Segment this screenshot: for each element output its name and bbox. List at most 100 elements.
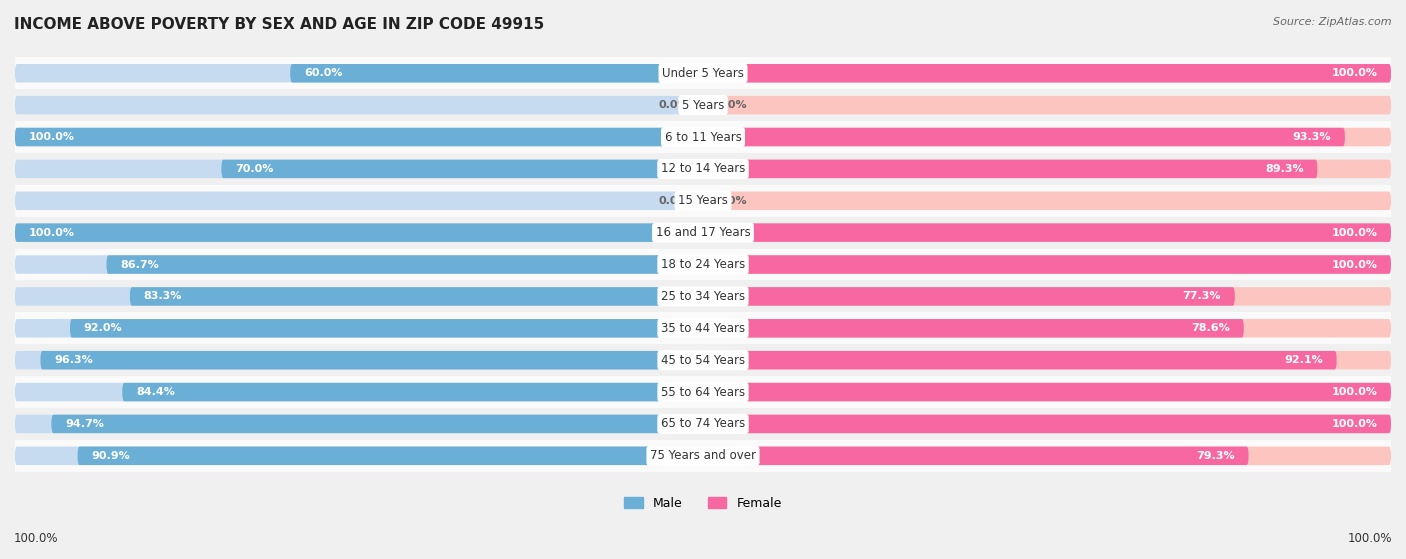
Legend: Male, Female: Male, Female <box>619 492 787 515</box>
Text: 78.6%: 78.6% <box>1191 323 1230 333</box>
Bar <box>15 376 1391 408</box>
Bar <box>15 89 1391 121</box>
FancyBboxPatch shape <box>15 351 703 369</box>
Text: 86.7%: 86.7% <box>121 259 159 269</box>
FancyBboxPatch shape <box>703 351 1391 369</box>
Text: Under 5 Years: Under 5 Years <box>662 67 744 80</box>
FancyBboxPatch shape <box>15 383 703 401</box>
FancyBboxPatch shape <box>703 192 1391 210</box>
Text: 35 to 44 Years: 35 to 44 Years <box>661 322 745 335</box>
FancyBboxPatch shape <box>15 64 703 83</box>
Bar <box>15 185 1391 217</box>
Bar <box>15 312 1391 344</box>
FancyBboxPatch shape <box>703 64 1391 83</box>
FancyBboxPatch shape <box>77 447 703 465</box>
Text: 92.0%: 92.0% <box>84 323 122 333</box>
Text: 100.0%: 100.0% <box>1331 387 1378 397</box>
FancyBboxPatch shape <box>122 383 703 401</box>
FancyBboxPatch shape <box>703 96 1391 115</box>
Text: 79.3%: 79.3% <box>1197 451 1234 461</box>
FancyBboxPatch shape <box>703 383 1391 401</box>
Text: 92.1%: 92.1% <box>1284 355 1323 365</box>
FancyBboxPatch shape <box>15 255 703 274</box>
FancyBboxPatch shape <box>703 319 1244 338</box>
FancyBboxPatch shape <box>15 287 703 306</box>
Text: 100.0%: 100.0% <box>14 532 59 545</box>
Text: 70.0%: 70.0% <box>235 164 274 174</box>
Bar <box>15 408 1391 440</box>
FancyBboxPatch shape <box>221 160 703 178</box>
Bar <box>15 58 1391 89</box>
Bar <box>15 153 1391 185</box>
Text: 100.0%: 100.0% <box>1331 259 1378 269</box>
Text: 0.0%: 0.0% <box>717 196 748 206</box>
FancyBboxPatch shape <box>52 415 703 433</box>
FancyBboxPatch shape <box>129 287 703 306</box>
FancyBboxPatch shape <box>703 160 1317 178</box>
Bar <box>15 344 1391 376</box>
Text: 83.3%: 83.3% <box>143 291 181 301</box>
Text: 0.0%: 0.0% <box>717 100 748 110</box>
Text: 5 Years: 5 Years <box>682 98 724 112</box>
Text: 16 and 17 Years: 16 and 17 Years <box>655 226 751 239</box>
Bar <box>15 281 1391 312</box>
Text: 6 to 11 Years: 6 to 11 Years <box>665 130 741 144</box>
FancyBboxPatch shape <box>107 255 703 274</box>
Text: 75 Years and over: 75 Years and over <box>650 449 756 462</box>
Text: 100.0%: 100.0% <box>28 132 75 142</box>
FancyBboxPatch shape <box>15 447 703 465</box>
FancyBboxPatch shape <box>703 383 1391 401</box>
Text: 25 to 34 Years: 25 to 34 Years <box>661 290 745 303</box>
Text: 18 to 24 Years: 18 to 24 Years <box>661 258 745 271</box>
Text: 15 Years: 15 Years <box>678 195 728 207</box>
Bar <box>15 249 1391 281</box>
Text: 89.3%: 89.3% <box>1265 164 1303 174</box>
FancyBboxPatch shape <box>15 224 703 242</box>
Bar <box>15 440 1391 472</box>
FancyBboxPatch shape <box>41 351 703 369</box>
FancyBboxPatch shape <box>70 319 703 338</box>
Text: 100.0%: 100.0% <box>1347 532 1392 545</box>
FancyBboxPatch shape <box>15 128 703 146</box>
FancyBboxPatch shape <box>15 160 703 178</box>
FancyBboxPatch shape <box>15 192 703 210</box>
Text: 100.0%: 100.0% <box>1331 68 1378 78</box>
FancyBboxPatch shape <box>703 224 1391 242</box>
Text: Source: ZipAtlas.com: Source: ZipAtlas.com <box>1274 17 1392 27</box>
FancyBboxPatch shape <box>703 447 1249 465</box>
Text: 0.0%: 0.0% <box>658 196 689 206</box>
FancyBboxPatch shape <box>703 319 1391 338</box>
FancyBboxPatch shape <box>703 287 1234 306</box>
Text: 100.0%: 100.0% <box>1331 419 1378 429</box>
Text: 60.0%: 60.0% <box>304 68 343 78</box>
FancyBboxPatch shape <box>15 96 703 115</box>
Text: 90.9%: 90.9% <box>91 451 131 461</box>
FancyBboxPatch shape <box>703 415 1391 433</box>
FancyBboxPatch shape <box>703 128 1346 146</box>
Bar <box>15 121 1391 153</box>
FancyBboxPatch shape <box>703 255 1391 274</box>
Text: 96.3%: 96.3% <box>55 355 93 365</box>
FancyBboxPatch shape <box>15 128 703 146</box>
Text: 93.3%: 93.3% <box>1292 132 1331 142</box>
Text: 45 to 54 Years: 45 to 54 Years <box>661 354 745 367</box>
Text: 55 to 64 Years: 55 to 64 Years <box>661 386 745 399</box>
FancyBboxPatch shape <box>703 255 1391 274</box>
FancyBboxPatch shape <box>15 224 703 242</box>
Text: 100.0%: 100.0% <box>1331 228 1378 238</box>
FancyBboxPatch shape <box>15 415 703 433</box>
FancyBboxPatch shape <box>703 64 1391 83</box>
Text: 0.0%: 0.0% <box>658 100 689 110</box>
Text: INCOME ABOVE POVERTY BY SEX AND AGE IN ZIP CODE 49915: INCOME ABOVE POVERTY BY SEX AND AGE IN Z… <box>14 17 544 32</box>
Text: 12 to 14 Years: 12 to 14 Years <box>661 163 745 176</box>
FancyBboxPatch shape <box>703 128 1391 146</box>
Text: 65 to 74 Years: 65 to 74 Years <box>661 418 745 430</box>
Text: 100.0%: 100.0% <box>28 228 75 238</box>
FancyBboxPatch shape <box>15 319 703 338</box>
FancyBboxPatch shape <box>703 351 1337 369</box>
Text: 84.4%: 84.4% <box>136 387 174 397</box>
FancyBboxPatch shape <box>703 224 1391 242</box>
FancyBboxPatch shape <box>703 415 1391 433</box>
Text: 77.3%: 77.3% <box>1182 291 1220 301</box>
FancyBboxPatch shape <box>703 287 1391 306</box>
